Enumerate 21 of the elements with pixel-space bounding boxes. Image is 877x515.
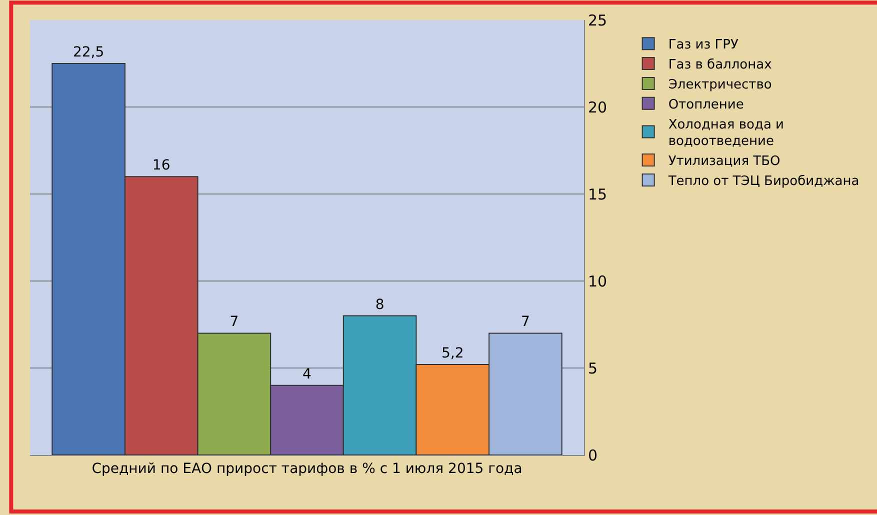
legend-label: Тепло от ТЭЦ Биробиджана — [667, 174, 860, 190]
data-label: 7 — [230, 314, 239, 330]
y-tick-label: 15 — [588, 185, 608, 204]
data-label: 22,5 — [72, 44, 104, 60]
legend-label: Отопление — [668, 97, 744, 112]
data-label: 4 — [302, 366, 312, 382]
y-tick-label: 5 — [588, 359, 598, 378]
x-tick-label: Средний по ЕАО прирост тарифов в % с 1 июля 2015 года — [92, 460, 522, 477]
y-tick-label: 0 — [588, 446, 598, 464]
y-tick-label: 10 — [588, 272, 608, 290]
legend-label: Утилизация ТБО — [668, 154, 780, 170]
y-tick-label: 20 — [588, 98, 608, 116]
legend-label: Электричество — [668, 78, 772, 93]
y-tick-label: 25 — [588, 11, 608, 30]
legend-label: Газ из ГРУ — [668, 38, 739, 53]
legend-label: Газ в баллонах — [668, 58, 772, 73]
data-label: 16 — [152, 158, 170, 174]
legend-label: Холодная вода и водоотведение — [668, 117, 784, 150]
data-label: 5,2 — [441, 346, 464, 362]
data-label: 7 — [520, 314, 530, 330]
data-label: 8 — [375, 296, 384, 313]
